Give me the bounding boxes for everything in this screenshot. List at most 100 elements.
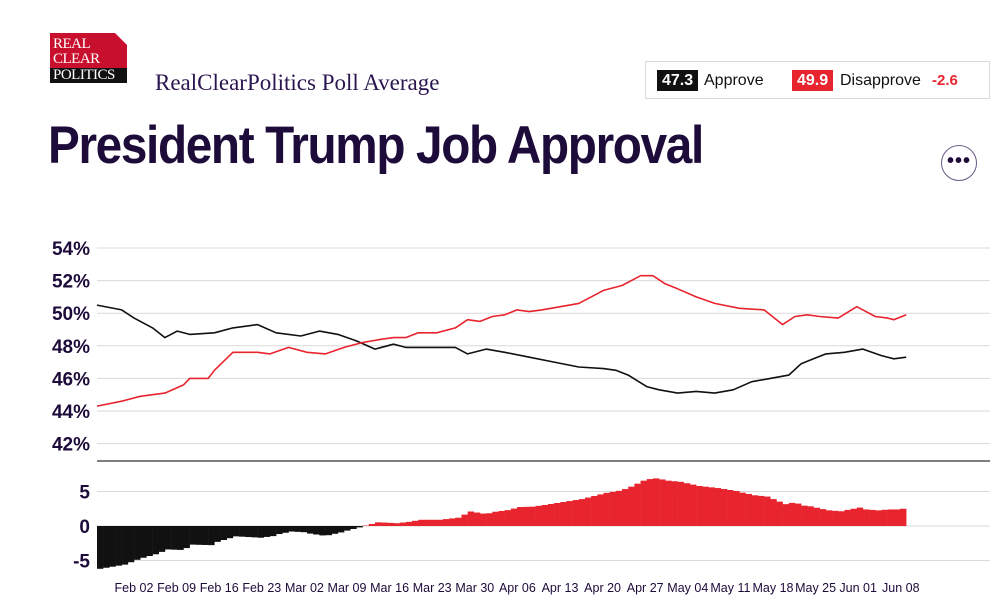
spread-bar (603, 492, 610, 526)
x-tick-label: Apr 20 (584, 581, 621, 595)
spread-bar (307, 526, 314, 534)
spread-bar (689, 484, 697, 526)
spread-bar (344, 526, 351, 531)
spread-bar (566, 501, 573, 526)
spread-bar (739, 492, 746, 526)
x-tick-label: Apr 27 (627, 581, 664, 595)
x-tick-label: Feb 16 (200, 581, 239, 595)
summary-box: 47.3 Approve 49.9 Disapprove -2.6 (645, 61, 990, 99)
spread-bar (313, 526, 320, 535)
more-options-button[interactable]: ••• (941, 145, 977, 181)
spread-bar (282, 526, 289, 533)
spread-bar (374, 522, 382, 526)
spread-bar (615, 490, 623, 526)
spread-bar (541, 504, 549, 526)
spread-bar (733, 490, 740, 526)
spread-bar (492, 511, 499, 526)
spread-bar (825, 510, 833, 526)
spread-bar (856, 507, 864, 526)
spread-bar (220, 526, 227, 541)
spread-bar (337, 526, 345, 533)
spread-bar (659, 479, 666, 526)
logo-line-3: POLITICS (50, 68, 127, 83)
spread-bar (671, 481, 678, 526)
spread-bar (368, 523, 376, 526)
y-tick-label: 52% (52, 272, 90, 293)
spread-bar (263, 526, 271, 537)
spread-bar (887, 509, 895, 526)
spread-bar (665, 480, 672, 526)
spread-bar (677, 481, 685, 526)
x-tick-label: Mar 30 (455, 581, 494, 595)
spread-bar (850, 508, 858, 526)
spread-bar (418, 519, 425, 526)
spread-bar (158, 526, 166, 552)
spread-bar (875, 510, 882, 526)
spread-bar (189, 526, 197, 545)
spread-bar (455, 517, 462, 526)
spread-bar (862, 509, 870, 526)
spread-bar (696, 485, 703, 526)
spread-bar (560, 502, 567, 526)
x-tick-label: Feb 02 (115, 581, 154, 595)
page-title: President Trump Job Approval (48, 116, 704, 175)
spread-bar (869, 509, 876, 526)
spread-bar (782, 504, 790, 526)
spread-bar (381, 522, 388, 526)
spread-bar (461, 514, 468, 526)
spread-bar (547, 503, 555, 526)
y-tick-label: 42% (52, 435, 90, 456)
spread-bar (881, 509, 888, 526)
spread-bar (517, 507, 524, 526)
disapprove-label: Disapprove (840, 72, 921, 89)
spread-bar (300, 526, 308, 533)
spread-bar (356, 526, 363, 528)
spread-bar (770, 499, 777, 526)
x-tick-label: Apr 06 (499, 581, 536, 595)
spread-bar (529, 506, 536, 526)
spread-bar (702, 486, 709, 526)
logo-line-1: REAL (53, 36, 91, 52)
spread-bar (819, 509, 827, 526)
spread-bar (387, 522, 394, 526)
spread-bar (523, 506, 530, 526)
spread-bar (177, 526, 184, 550)
spread-bar (479, 513, 487, 526)
spread-bar (393, 523, 400, 526)
spread-bar (232, 526, 240, 537)
spread-bar (813, 507, 820, 526)
x-tick-label: May 04 (667, 581, 708, 595)
spread-bar (535, 505, 542, 526)
spread-bar (572, 500, 580, 526)
x-tick-label: Jun 01 (839, 581, 877, 595)
spread-bar (757, 495, 765, 526)
spread-bar (183, 526, 190, 549)
logo-line-2: CLEAR (53, 51, 100, 67)
y-tick-label: 54% (52, 239, 90, 260)
spread-bar (424, 519, 431, 526)
spread-bar (127, 526, 135, 563)
spread-bar (714, 488, 722, 526)
spread-bar (288, 526, 295, 532)
spread-bar (226, 526, 234, 539)
spread-bar (412, 520, 419, 526)
spread-bar (430, 519, 437, 526)
x-tick-label: Mar 02 (285, 581, 324, 595)
y-tick-label: 46% (52, 369, 90, 390)
spread-bar (146, 526, 153, 557)
spread-bar (640, 480, 647, 526)
spread-bar (214, 526, 221, 542)
rcp-logo[interactable]: REAL CLEAR POLITICS (50, 33, 127, 83)
y-tick-label: 44% (52, 402, 90, 423)
spread-tick-label: 5 (79, 483, 90, 504)
x-tick-label: Mar 23 (413, 581, 452, 595)
spread-bar (622, 489, 629, 526)
approve-label: Approve (704, 72, 764, 89)
spread-tick-label: 0 (79, 517, 90, 538)
series-line-approve (96, 304, 907, 394)
spread-bar (171, 526, 178, 550)
spread-bar (350, 526, 357, 529)
spread-bar (257, 526, 265, 538)
spread-bar (498, 510, 505, 526)
